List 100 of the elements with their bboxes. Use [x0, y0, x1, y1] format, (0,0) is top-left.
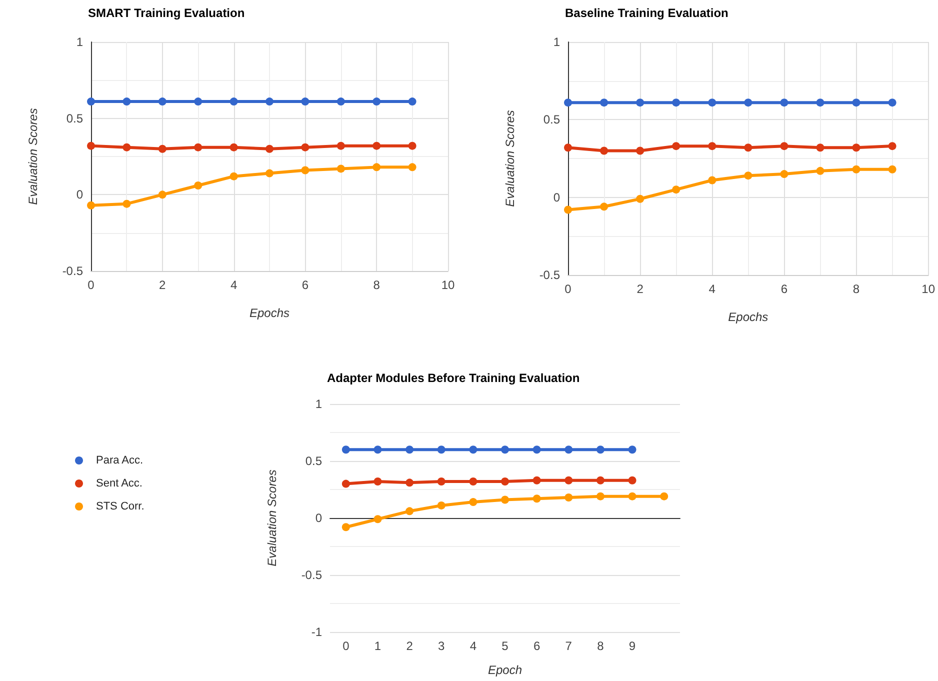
point [564, 446, 573, 454]
point [628, 446, 636, 454]
point [406, 507, 414, 516]
point [230, 98, 238, 106]
x-tick-label: 8 [597, 639, 604, 653]
point [532, 446, 541, 454]
y-tick-label: 1 [76, 35, 84, 49]
point [636, 98, 644, 107]
point [672, 142, 680, 150]
point [437, 478, 446, 486]
x-axis-title: Epochs [728, 310, 768, 324]
x-tick-label: 2 [159, 278, 166, 292]
point [501, 446, 509, 454]
point [406, 478, 414, 487]
point [888, 142, 896, 150]
point [816, 166, 824, 175]
point [708, 176, 716, 184]
point [564, 144, 572, 152]
point [532, 494, 541, 503]
point [628, 492, 636, 500]
x-tick-label: 5 [502, 639, 509, 653]
point [596, 492, 604, 500]
point [660, 492, 668, 500]
point [852, 98, 860, 107]
point [122, 200, 131, 208]
x-tick-label: 10 [922, 282, 936, 296]
point [564, 493, 573, 502]
chart-title: SMART Training Evaluation [88, 6, 245, 20]
x-tick-label: 4 [230, 278, 238, 292]
y-tick-label: -1 [311, 625, 322, 639]
x-tick-label: 4 [708, 282, 716, 296]
point [336, 98, 345, 106]
y-tick-label: 1 [553, 35, 560, 49]
x-tick-label: 2 [406, 639, 414, 653]
point [301, 143, 310, 152]
x-tick-label: 3 [438, 639, 446, 653]
point [372, 163, 381, 172]
point [596, 476, 604, 484]
y-axis-title: Evaluation Scores [26, 108, 40, 205]
x-tick-label: 0 [564, 282, 572, 296]
point [501, 478, 509, 486]
x-tick-label: 10 [441, 278, 455, 292]
point [564, 476, 573, 484]
point [469, 498, 478, 506]
x-tick-label: 6 [302, 278, 309, 292]
point [816, 98, 824, 107]
legend-label: Para Acc. [96, 454, 144, 466]
legend-label: STS Corr. [96, 500, 144, 512]
point [852, 165, 860, 174]
point [342, 523, 350, 532]
y-tick-label: 0 [315, 511, 322, 525]
point [780, 98, 788, 107]
point [708, 142, 716, 150]
y-tick-label: -0.5 [62, 264, 84, 278]
point [342, 446, 350, 454]
point [336, 164, 345, 173]
point [408, 98, 416, 106]
point [532, 476, 541, 484]
y-tick-label: -0.5 [539, 268, 560, 282]
point [600, 98, 608, 107]
point [408, 142, 416, 150]
x-tick-label: 6 [533, 639, 540, 653]
point [336, 142, 345, 150]
point [437, 501, 446, 510]
point [372, 98, 381, 106]
point [372, 142, 381, 150]
y-tick-label: 1 [315, 397, 322, 411]
x-tick-label: 8 [852, 282, 860, 296]
x-axis-title: Epochs [249, 306, 290, 320]
y-axis-title: Evaluation Scores [265, 470, 279, 566]
x-tick-label: 7 [565, 639, 572, 653]
point [780, 170, 788, 178]
point [469, 446, 478, 454]
y-tick-label: 0.5 [543, 112, 560, 127]
point [301, 166, 310, 174]
x-tick-label: 9 [628, 639, 636, 653]
point [636, 146, 644, 155]
point [158, 144, 166, 153]
point [408, 163, 416, 172]
y-tick-label: 0 [553, 190, 560, 204]
point [600, 202, 608, 211]
point [266, 169, 274, 178]
y-tick-label: 0.5 [66, 111, 84, 126]
point [87, 98, 95, 106]
point [888, 98, 896, 107]
x-tick-label: 0 [88, 278, 95, 292]
y-axis-title: Evaluation Scores [503, 110, 517, 207]
chart-title: Adapter Modules Before Training Evaluation [327, 371, 580, 385]
point [342, 480, 350, 488]
point [230, 172, 238, 180]
x-tick-label: 2 [636, 282, 644, 296]
point [596, 446, 604, 454]
chart-title: Baseline Training Evaluation [565, 6, 728, 20]
point [122, 143, 131, 152]
x-axis-title: Epoch [488, 663, 522, 677]
point [230, 143, 238, 152]
point [672, 186, 680, 194]
point [158, 98, 166, 106]
point [374, 446, 382, 454]
point [501, 496, 509, 504]
